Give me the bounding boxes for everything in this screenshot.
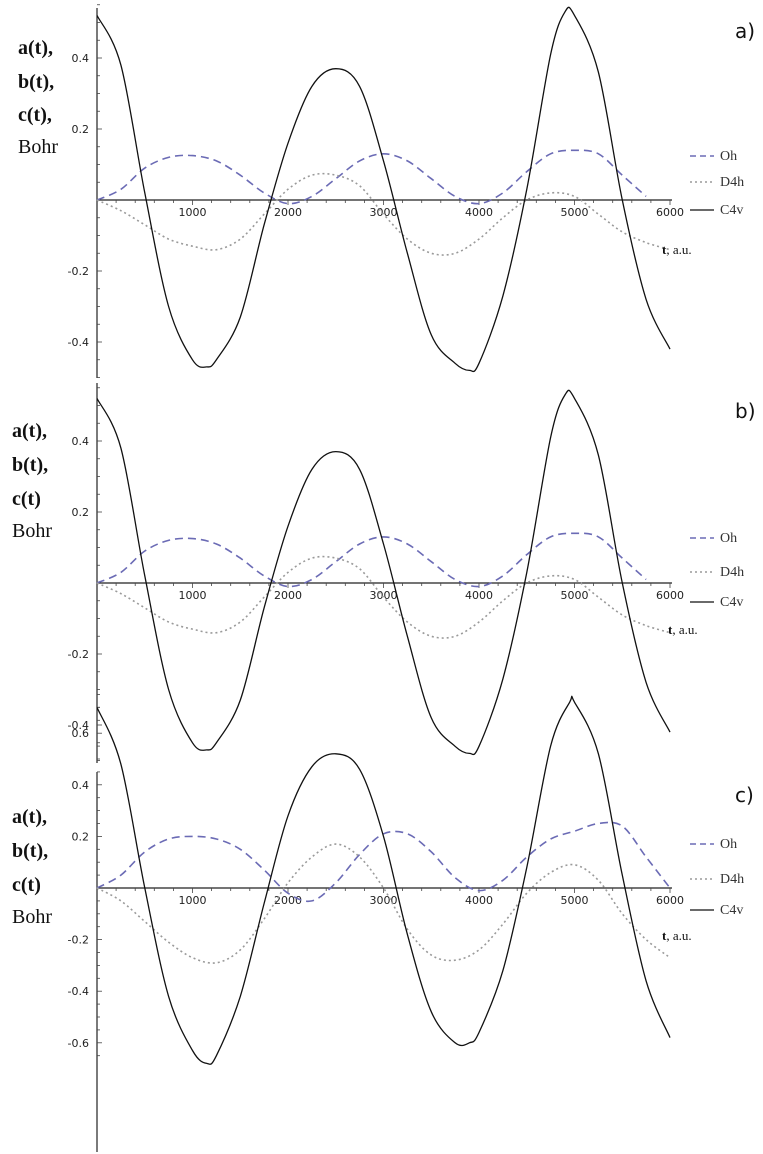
- x-axis-label-var: t: [668, 622, 673, 637]
- x-axis-label-unit: , a.u.: [666, 242, 691, 257]
- series-line-oh: [96, 821, 671, 903]
- x-tick-label: 3000: [370, 894, 398, 907]
- x-tick-label: 1000: [179, 894, 207, 907]
- y-tick-label: 0.6: [72, 727, 90, 740]
- y-axis-label-line: Bohr: [12, 906, 52, 928]
- series-line-c4v: [96, 695, 671, 1065]
- x-tick-label: 3000: [370, 206, 398, 219]
- x-tick-label: 1000: [179, 206, 207, 219]
- x-tick-label: 2000: [274, 206, 302, 219]
- x-axis-label: t, a.u.: [662, 242, 692, 257]
- legend-label-c4v: C4v: [720, 903, 743, 918]
- x-tick-label: 5000: [561, 206, 589, 219]
- y-tick-label: -0.4: [68, 719, 89, 732]
- x-axis-label-var: t: [662, 928, 667, 943]
- y-axis-label-line: c(t),: [18, 104, 52, 126]
- y-axis-label-line: a(t),: [18, 37, 53, 59]
- x-tick-label: 4000: [465, 894, 493, 907]
- legend-label-d4h: D4h: [720, 872, 744, 887]
- x-tick-label: 2000: [274, 589, 302, 602]
- y-axis-label-line: Bohr: [12, 520, 52, 542]
- legend-label-d4h: D4h: [720, 175, 744, 190]
- series-line-oh: [96, 532, 647, 588]
- x-tick-label: 3000: [370, 589, 398, 602]
- x-tick-label: 6000: [656, 589, 684, 602]
- y-tick-label: 0.2: [72, 830, 90, 843]
- x-tick-label: 2000: [274, 894, 302, 907]
- y-axis-label-line: b(t),: [18, 71, 54, 93]
- x-tick-label: 4000: [465, 589, 493, 602]
- x-tick-label: 6000: [656, 894, 684, 907]
- chart-panel-2: 1000 2000 3000 4000 5000 6000 0.4 0.2 -0.2 -0.4 Oh…: [12, 383, 756, 763]
- y-axis-label-line: a(t),: [12, 806, 47, 828]
- y-tick-label: -0.4: [68, 336, 89, 349]
- y-axis-label-line: c(t): [12, 874, 41, 896]
- x-tick-label: 1000: [179, 589, 207, 602]
- series-line-oh: [96, 149, 647, 205]
- y-axis-label-line: Bohr: [18, 136, 58, 158]
- x-tick-label: 5000: [561, 894, 589, 907]
- y-tick-label: -0.2: [68, 934, 89, 947]
- y-tick-label: 0.4: [72, 435, 90, 448]
- series-line-c4v: [96, 389, 671, 756]
- y-tick-label: 0.2: [72, 123, 90, 136]
- panel-label: a): [735, 19, 755, 43]
- y-tick-label: 0.4: [72, 52, 90, 65]
- x-tick-label: 5000: [561, 589, 589, 602]
- chart-panel-1: 1000 2000 3000 4000 5000 6000 0.4 0.2 -0.2 -0.4 Oh…: [18, 4, 755, 378]
- x-axis-label-unit: , a.u.: [666, 928, 691, 943]
- x-axis-label-var: t: [662, 242, 667, 257]
- legend-label-d4h: D4h: [720, 565, 744, 580]
- y-axis-label-line: a(t),: [12, 420, 47, 442]
- legend-label-oh: Oh: [720, 531, 737, 546]
- x-axis-label: t, a.u.: [668, 622, 698, 637]
- y-axis-label-line: c(t): [12, 488, 41, 510]
- legend-label-oh: Oh: [720, 837, 737, 852]
- panel-label: c): [735, 783, 754, 807]
- y-tick-label: 0.4: [72, 779, 90, 792]
- y-tick-label: -0.2: [68, 648, 89, 661]
- x-tick-label: 4000: [465, 206, 493, 219]
- y-axis-label-line: b(t),: [12, 454, 48, 476]
- chart-panel-3: 1000 2000 3000 4000 5000 6000 0.6 0.4 0.2 -0.2 -0.…: [12, 694, 754, 1152]
- y-tick-label: -0.4: [68, 985, 89, 998]
- series-line-d4h: [96, 172, 671, 256]
- legend-label-oh: Oh: [720, 149, 737, 164]
- legend-label-c4v: C4v: [720, 203, 743, 218]
- x-axis-label: t, a.u.: [662, 928, 692, 943]
- panel-label: b): [735, 399, 756, 423]
- x-axis-label-unit: , a.u.: [672, 622, 697, 637]
- legend-label-c4v: C4v: [720, 595, 743, 610]
- y-tick-label: -0.6: [68, 1037, 89, 1050]
- series-line-c4v: [96, 6, 671, 373]
- y-axis-label-line: b(t),: [12, 840, 48, 862]
- y-tick-label: -0.2: [68, 265, 89, 278]
- x-tick-label: 6000: [656, 206, 684, 219]
- series-line-d4h: [96, 555, 671, 639]
- y-tick-label: 0.2: [72, 506, 90, 519]
